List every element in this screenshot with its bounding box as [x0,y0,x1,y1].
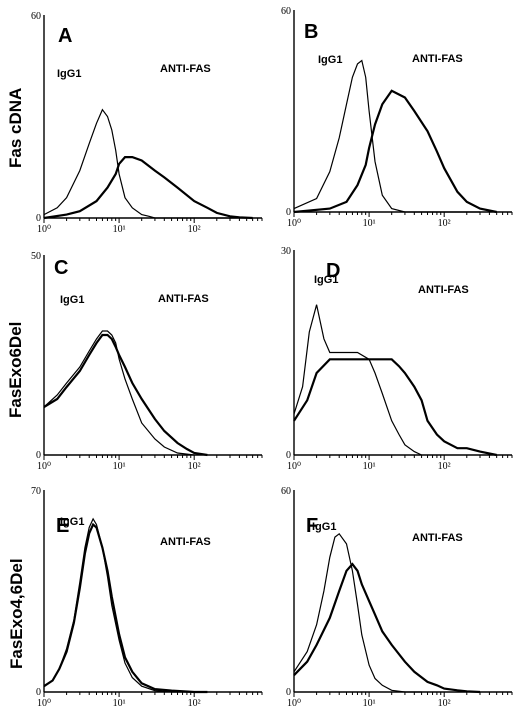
x-tick-label: 10¹ [113,461,126,472]
y-max-label: 70 [31,486,41,497]
panel-letter: C [54,257,68,279]
panel-letter: A [58,25,72,47]
igg1-label: IgG1 [60,516,84,528]
igg1-label: IgG1 [60,294,84,306]
anti-fas-label: ANTI-FAS [160,63,211,75]
x-tick-label: 10⁰ [37,224,51,235]
x-tick-label: 10⁰ [37,698,51,709]
igg1-label: IgG1 [314,274,338,286]
x-tick-label: 10¹ [113,698,126,709]
y-min-label: 0 [36,687,41,698]
x-tick-label: 10² [188,461,201,472]
y-min-label: 0 [36,450,41,461]
x-tick-label: 10⁰ [287,698,301,709]
igg1-histogram [293,304,422,456]
panel-letter: B [304,21,318,43]
x-tick-label: 10¹ [363,698,376,709]
anti-fas-label: ANTI-FAS [412,53,463,65]
y-max-label: 50 [31,251,41,262]
anti-fas-label: ANTI-FAS [412,532,463,544]
anti-fas-label: ANTI-FAS [160,536,211,548]
anti-fas-histogram [293,358,497,457]
anti-fas-histogram [43,156,253,220]
anti-fas-label: ANTI-FAS [418,284,469,296]
y-min-label: 0 [36,213,41,224]
x-tick-label: 10¹ [363,461,376,472]
x-tick-label: 10² [438,461,451,472]
y-min-label: 0 [286,687,291,698]
panel-c: 10⁰ 10¹ 10² 50 0 C IgG1 ANTI-FAS [31,251,263,472]
x-tick-label: 10⁰ [37,461,51,472]
igg1-histogram [293,532,422,693]
igg1-histogram [43,330,195,456]
anti-fas-histogram [43,333,208,457]
x-tick-label: 10² [188,224,201,235]
anti-fas-histogram [293,562,481,694]
y-max-label: 60 [281,486,291,497]
x-tick-label: 10¹ [113,224,126,235]
igg1-histogram [43,108,247,219]
panel-a: 10⁰ 10¹ 10² 60 0 A IgG1 ANTI-FAS [31,11,263,235]
igg1-label: IgG1 [318,54,342,66]
igg1-label: IgG1 [57,68,81,80]
x-tick-label: 10² [438,218,451,229]
panel-letter: F [306,515,318,537]
panel-letter: D [326,260,340,282]
igg1-label: IgG1 [312,521,336,533]
anti-fas-label: ANTI-FAS [158,293,209,305]
y-max-label: 60 [281,6,291,17]
anti-fas-histogram [293,89,497,214]
panel-letter: E [56,515,69,537]
x-tick-label: 10¹ [363,218,376,229]
x-tick-label: 10² [438,698,451,709]
y-min-label: 0 [286,207,291,218]
y-max-label: 60 [31,11,41,22]
y-min-label: 0 [286,450,291,461]
x-tick-label: 10⁰ [287,461,301,472]
igg1-histogram [293,59,480,213]
y-max-label: 30 [281,246,291,257]
x-tick-label: 10² [188,698,201,709]
anti-fas-histogram [43,522,208,694]
x-tick-label: 10⁰ [287,218,301,229]
